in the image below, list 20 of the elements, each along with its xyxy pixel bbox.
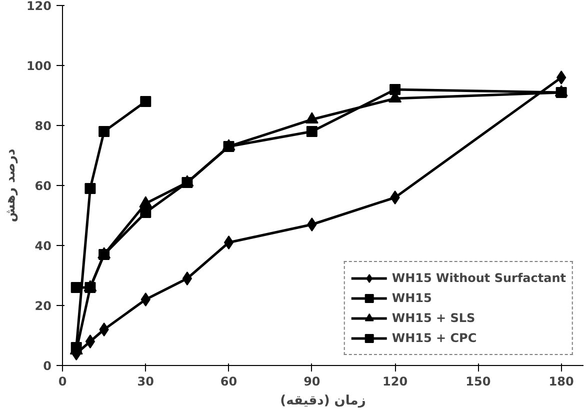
y-tick-label: 0 (43, 359, 52, 373)
x-tick-label: 180 (548, 374, 574, 388)
x-tick-label: 150 (466, 374, 491, 388)
y-tick-label: 100 (26, 59, 52, 73)
legend-label: WH15 + SLS (392, 311, 476, 325)
y-tick-label: 40 (34, 239, 52, 253)
y-tick-label: 60 (34, 179, 52, 193)
x-axis-title: زمان (دقیقه) (280, 394, 366, 408)
x-tick-label: 0 (58, 374, 67, 388)
legend-label: WH15 + CPC (392, 331, 477, 345)
x-tick-label: 90 (304, 374, 320, 388)
y-axis-title: درصد رهش (3, 148, 18, 222)
y-tick-label: 80 (34, 119, 52, 133)
legend-label: WH15 Without Surfactant (392, 271, 566, 285)
y-tick-label: 20 (34, 299, 52, 313)
legend-label: WH15 (392, 291, 432, 305)
y-tick-label: 120 (26, 0, 52, 13)
x-tick-label: 60 (220, 374, 238, 388)
x-tick-label: 30 (137, 374, 154, 388)
x-tick-label: 120 (382, 374, 408, 388)
